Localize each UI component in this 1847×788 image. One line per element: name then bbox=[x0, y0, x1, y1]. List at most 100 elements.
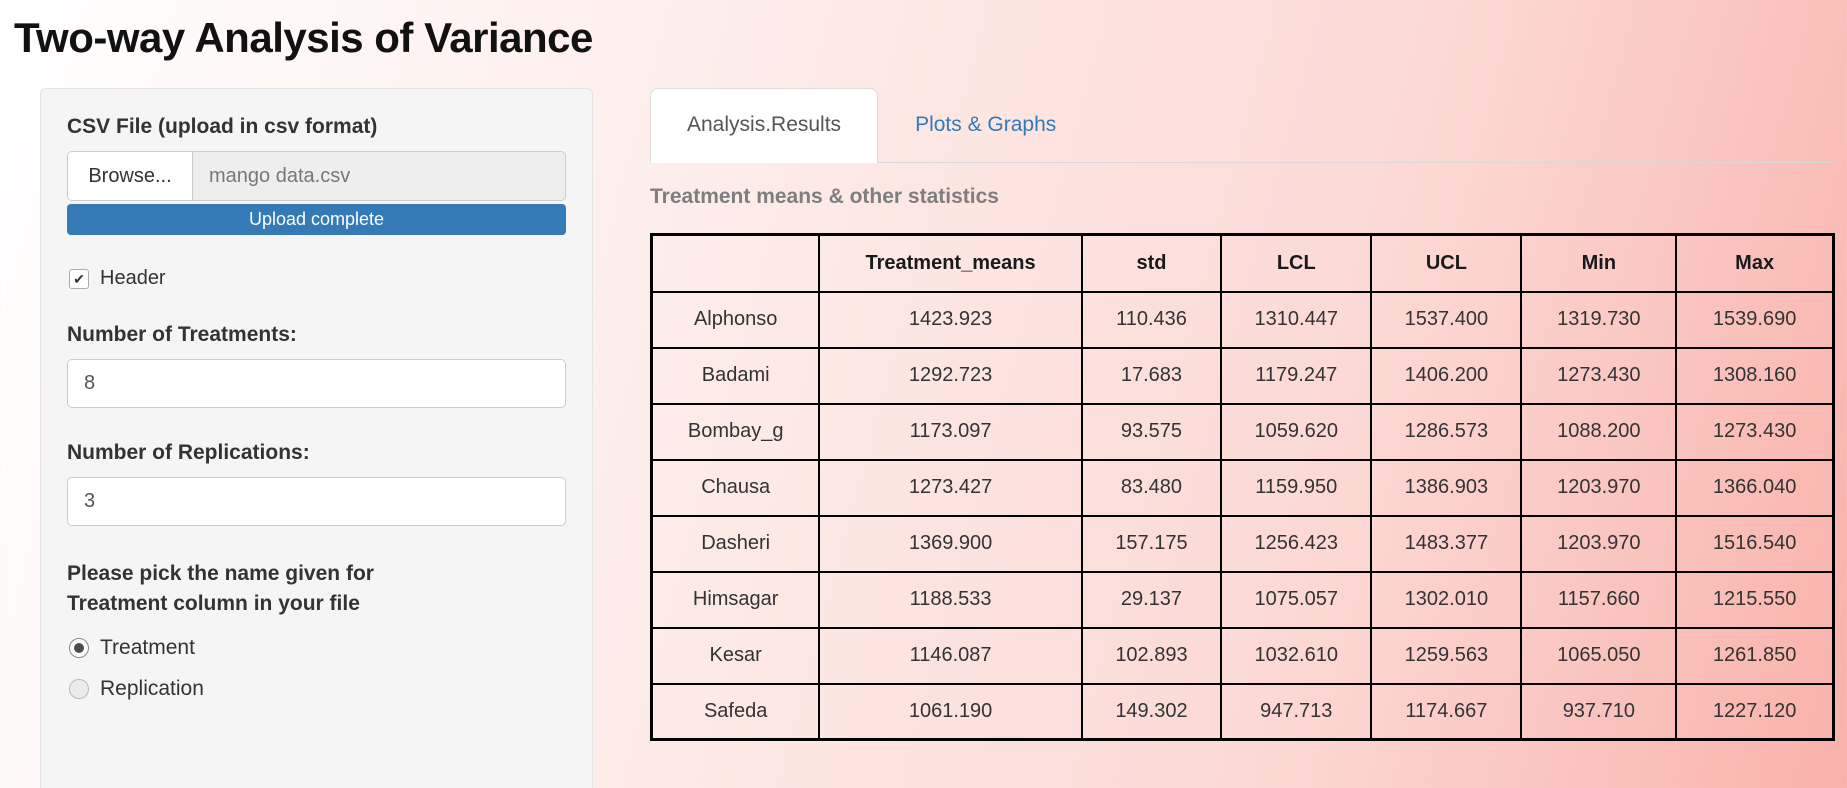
upload-progress-bar: Upload complete bbox=[67, 204, 566, 235]
table-cell: 1146.087 bbox=[818, 626, 1083, 685]
section-heading: Treatment means & other statistics bbox=[650, 185, 999, 208]
table-cell: 1539.690 bbox=[1675, 290, 1835, 349]
treatments-label: Number of Treatments: bbox=[67, 323, 297, 346]
table-cell: 83.480 bbox=[1080, 458, 1223, 517]
treatments-input[interactable] bbox=[67, 359, 566, 408]
row-label: Alphonso bbox=[650, 290, 821, 349]
table-cell: 1292.723 bbox=[818, 346, 1083, 405]
column-header: Treatment_means bbox=[818, 233, 1083, 293]
row-label: Kesar bbox=[650, 626, 821, 685]
table-cell: 1286.573 bbox=[1370, 402, 1523, 461]
treatments-field-section: Number of Treatments: bbox=[67, 323, 566, 408]
page-title: Two-way Analysis of Variance bbox=[14, 14, 593, 61]
replication-radio-label: Replication bbox=[100, 676, 204, 700]
column-header: UCL bbox=[1370, 233, 1523, 293]
table-cell: 102.893 bbox=[1080, 626, 1223, 685]
table-cell: 1259.563 bbox=[1370, 626, 1523, 685]
table-cell: 1319.730 bbox=[1520, 290, 1678, 349]
table-cell: 1369.900 bbox=[818, 514, 1083, 573]
table-row: Chausa 1273.427 83.480 1159.950 1386.903 1203… bbox=[650, 458, 1835, 517]
table-cell: 1386.903 bbox=[1370, 458, 1523, 517]
treatment-radio[interactable] bbox=[69, 637, 89, 658]
main-panel: Analysis.Results Plots & Graphs Treatmen… bbox=[650, 88, 1835, 741]
table-row: Dasheri 1369.900 157.175 1256.423 1483.377 12… bbox=[650, 514, 1835, 573]
table-cell: 1308.160 bbox=[1675, 346, 1835, 405]
table-row: Safeda 1061.190 149.302 947.713 1174.667 937.… bbox=[650, 682, 1835, 741]
row-label: Himsagar bbox=[650, 570, 821, 629]
table-cell: 1227.120 bbox=[1675, 682, 1835, 741]
tab-bar: Analysis.Results Plots & Graphs bbox=[650, 88, 1835, 163]
table-cell: 1302.010 bbox=[1370, 570, 1523, 629]
table-cell: 1203.970 bbox=[1520, 458, 1678, 517]
table-cell: 1075.057 bbox=[1220, 570, 1373, 629]
table-cell: 1179.247 bbox=[1220, 346, 1373, 405]
table-cell: 1215.550 bbox=[1675, 570, 1835, 629]
table-row: Bombay_g 1173.097 93.575 1059.620 1286.573 10… bbox=[650, 402, 1835, 461]
tab-analysis-results[interactable]: Analysis.Results bbox=[650, 88, 879, 163]
treatment-radio-label: Treatment bbox=[100, 635, 195, 659]
table-cell: 1059.620 bbox=[1220, 402, 1373, 461]
table-cell: 157.175 bbox=[1080, 514, 1223, 573]
sidebar-panel: CSV File (upload in csv format) Browse..… bbox=[40, 88, 593, 788]
table-cell: 1423.923 bbox=[818, 290, 1083, 349]
table-cell: 1174.667 bbox=[1370, 682, 1523, 741]
table-cell: 93.575 bbox=[1080, 402, 1223, 461]
table-cell: 1310.447 bbox=[1220, 290, 1373, 349]
stats-table: Treatment_means std LCL UCL Min Max Alphonso 1… bbox=[650, 233, 1835, 741]
table-cell: 1366.040 bbox=[1675, 458, 1835, 517]
table-cell: 110.436 bbox=[1080, 290, 1223, 349]
radio-row-replication: Replication bbox=[69, 677, 566, 701]
tab-plots-graphs[interactable]: Plots & Graphs bbox=[915, 113, 1057, 136]
column-header: Max bbox=[1675, 233, 1835, 293]
row-label: Safeda bbox=[650, 682, 821, 741]
table-cell: 1088.200 bbox=[1520, 402, 1678, 461]
header-checkbox-row: Header bbox=[69, 267, 566, 290]
browse-button[interactable]: Browse... bbox=[67, 151, 193, 201]
replications-input[interactable] bbox=[67, 477, 566, 526]
table-cell: 1406.200 bbox=[1370, 346, 1523, 405]
table-cell: 1032.610 bbox=[1220, 626, 1373, 685]
table-cell: 29.137 bbox=[1080, 570, 1223, 629]
table-cell: 1203.970 bbox=[1520, 514, 1678, 573]
file-upload-group: Browse... mango data.csv bbox=[67, 151, 566, 201]
csv-file-label: CSV File (upload in csv format) bbox=[67, 115, 378, 138]
table-cell: 947.713 bbox=[1220, 682, 1373, 741]
table-header-row: Treatment_means std LCL UCL Min Max bbox=[650, 233, 1835, 293]
table-cell: 1273.430 bbox=[1520, 346, 1678, 405]
table-cell: 1261.850 bbox=[1675, 626, 1835, 685]
table-cell: 1273.430 bbox=[1675, 402, 1835, 461]
file-name-field: mango data.csv bbox=[193, 151, 566, 201]
column-header: Min bbox=[1520, 233, 1678, 293]
column-header: LCL bbox=[1220, 233, 1373, 293]
row-label: Bombay_g bbox=[650, 402, 821, 461]
table-cell: 1483.377 bbox=[1370, 514, 1523, 573]
table-cell: 937.710 bbox=[1520, 682, 1678, 741]
table-row: Himsagar 1188.533 29.137 1075.057 1302.010 11… bbox=[650, 570, 1835, 629]
table-row: Badami 1292.723 17.683 1179.247 1406.200 1273… bbox=[650, 346, 1835, 405]
header-checkbox[interactable] bbox=[69, 268, 89, 289]
row-label: Chausa bbox=[650, 458, 821, 517]
main-layout: CSV File (upload in csv format) Browse..… bbox=[12, 88, 1835, 788]
replications-field-section: Number of Replications: bbox=[67, 441, 566, 526]
table-cell: 1256.423 bbox=[1220, 514, 1373, 573]
treatment-column-group-label: Please pick the name given for Treatment… bbox=[67, 562, 374, 616]
table-cell: 149.302 bbox=[1080, 682, 1223, 741]
table-cell: 1065.050 bbox=[1520, 626, 1678, 685]
replication-radio[interactable] bbox=[69, 678, 89, 699]
table-cell: 1516.540 bbox=[1675, 514, 1835, 573]
replications-label: Number of Replications: bbox=[67, 441, 310, 464]
table-row: Kesar 1146.087 102.893 1032.610 1259.563 1065… bbox=[650, 626, 1835, 685]
radio-row-treatment: Treatment bbox=[69, 636, 566, 660]
table-cell: 1537.400 bbox=[1370, 290, 1523, 349]
table-cell: 1188.533 bbox=[818, 570, 1083, 629]
table-cell: 1157.660 bbox=[1520, 570, 1678, 629]
table-cell: 1159.950 bbox=[1220, 458, 1373, 517]
column-header: std bbox=[1080, 233, 1223, 293]
header-checkbox-label: Header bbox=[100, 267, 166, 289]
table-cell: 17.683 bbox=[1080, 346, 1223, 405]
table-cell: 1173.097 bbox=[818, 402, 1083, 461]
column-header bbox=[650, 233, 821, 293]
row-label: Dasheri bbox=[650, 514, 821, 573]
row-label: Badami bbox=[650, 346, 821, 405]
